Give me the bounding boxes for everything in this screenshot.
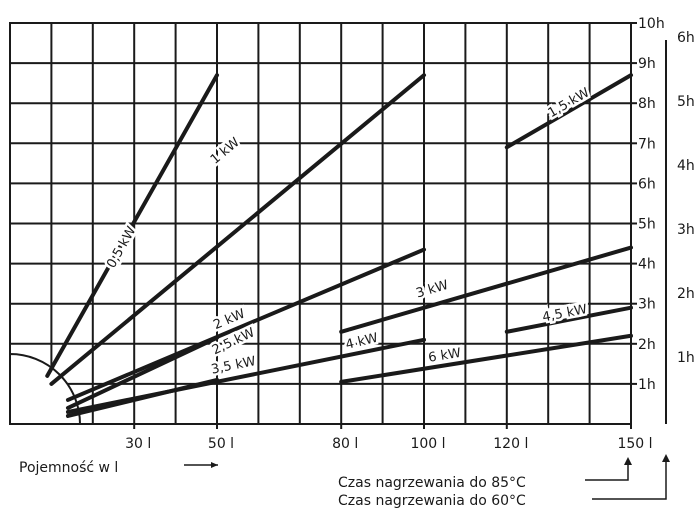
series-line-2-kw [65,247,426,402]
y85-tick-label: 3h [638,297,656,313]
x-axis-arrow-head [211,462,218,468]
y60-tick-label: 3h [677,222,695,238]
axis-60-caption: Czas nagrzewania do 60°C [338,493,526,509]
series-line-6-kw [339,333,633,384]
axis-85-caption: Czas nagrzewania do 85°C [338,475,526,491]
x-tick-label: 150 l [617,436,652,452]
y85-tick-label: 9h [638,56,656,72]
series-line-2-5-kw [65,335,219,410]
y60-tick-label: 2h [677,286,695,302]
x-tick-label: 100 l [410,436,445,452]
y85-tick-label: 5h [638,217,656,233]
y85-tick-label: 1h [638,377,656,393]
x-tick-label: 80 l [332,436,358,452]
grid [9,22,632,425]
series-labels: 0,5 kW1 kW1,5 kW2 kW2,5 kW3 kW3,5 kW4 kW… [102,83,595,380]
y85-tick-label: 8h [638,96,656,112]
series-lines [45,73,633,418]
series-line-0-5-kw [45,73,219,378]
y60-tick-label: 4h [677,158,695,174]
y60-tick-label: 5h [677,94,695,110]
y85-tick-label: 4h [638,257,656,273]
y60-tick-label: 6h [677,30,695,46]
x-tick-label: 120 l [493,436,528,452]
series-line-3-kw [339,245,633,334]
arrow-60 [592,457,667,500]
arrow-60-head [662,454,670,462]
series-label-3-kw: 3 kW [414,278,450,302]
series-line-1-5-kw [504,73,633,150]
x-tick-label: 50 l [208,436,234,452]
y60-tick-label: 1h [677,350,695,366]
y-axis-85-ticks: 1h 2h 3h 4h 5h 6h 7h 8h 9h 10h [631,16,665,393]
x-tick-label: 30 l [125,436,151,452]
arrow-85 [585,460,629,481]
y-axis-60-ticks: 1h 2h 3h 4h 5h 6h [665,30,695,424]
y85-tick-label: 10h [638,16,665,32]
series-line-4-5-kw [504,305,633,334]
x-axis-ticks: 30 l 50 l 80 l 100 l 120 l 150 l [125,424,653,468]
arrow-85-head [624,457,632,465]
y85-tick-label: 2h [638,337,656,353]
series-line-1-kw [49,73,426,386]
y85-tick-label: 6h [638,176,656,192]
axis-annotations: Pojemność w l Czas nagrzewania do 85°C C… [19,454,670,509]
x-axis-label: Pojemność w l [19,460,118,476]
y85-tick-label: 7h [638,136,656,152]
origin-quarter-circle [9,352,82,425]
series-line-4-kw [65,377,219,418]
series-label-1-kw: 1 kW [208,135,243,168]
